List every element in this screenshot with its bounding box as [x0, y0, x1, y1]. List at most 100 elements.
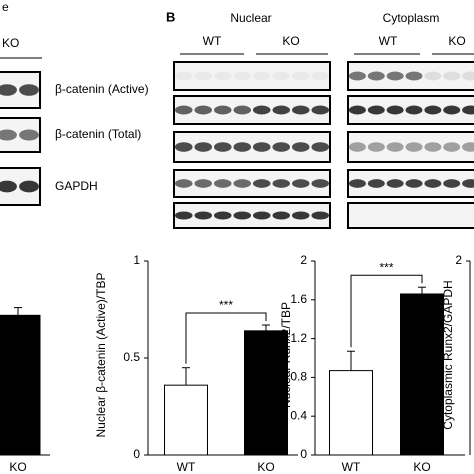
blot-label: β-catenin (Active)	[55, 82, 149, 96]
band	[272, 179, 291, 188]
band	[386, 179, 404, 188]
figure-labels: e KO β-catenin (Active) β-catenin (Total…	[0, 0, 474, 193]
band	[252, 211, 271, 220]
band	[272, 211, 291, 220]
band	[348, 142, 366, 152]
band	[462, 71, 474, 81]
band	[233, 179, 252, 188]
band	[291, 105, 310, 115]
y-tick-label: 0.4	[290, 408, 307, 422]
x-tick-label: KO	[257, 460, 274, 474]
band	[0, 180, 17, 193]
group-label: WT	[203, 34, 222, 48]
band	[348, 105, 366, 115]
bar	[329, 370, 373, 456]
band	[405, 142, 423, 152]
band	[311, 71, 330, 81]
band	[233, 71, 252, 81]
band	[367, 142, 385, 152]
blot	[347, 202, 474, 229]
band	[405, 179, 423, 188]
band	[194, 211, 213, 220]
band	[386, 105, 404, 115]
compartment-label: Nuclear	[230, 11, 271, 25]
band	[194, 105, 213, 115]
blot-label: GAPDH	[55, 179, 98, 193]
significance-bracket	[185, 312, 267, 364]
band	[443, 71, 461, 81]
band	[291, 71, 310, 81]
y-tick-label: 1.6	[290, 292, 307, 306]
band	[311, 105, 330, 115]
band	[367, 105, 385, 115]
x-tick-label: WT	[342, 460, 361, 474]
panel-label: B	[166, 9, 175, 24]
band	[233, 105, 252, 115]
y-tick-label: 0.5	[123, 350, 140, 364]
band	[252, 142, 271, 152]
group-label: WT	[379, 34, 398, 48]
band	[424, 105, 442, 115]
band	[311, 179, 330, 188]
y-axis-label: Nuclear β-catenin (Active)/TBP	[94, 273, 108, 438]
band	[462, 105, 474, 115]
band	[174, 142, 193, 152]
band	[252, 179, 271, 188]
band	[174, 211, 193, 220]
band	[272, 71, 291, 81]
band	[291, 179, 310, 188]
bar	[244, 330, 288, 456]
y-tick-label: 2	[300, 253, 307, 267]
band	[443, 105, 461, 115]
group-label: KO	[2, 36, 19, 50]
y-tick-label: 0	[300, 447, 307, 461]
band	[19, 84, 39, 96]
bar	[0, 314, 41, 456]
band	[174, 71, 193, 81]
band	[272, 105, 291, 115]
significance: ***	[379, 260, 393, 274]
band	[252, 71, 271, 81]
band	[386, 71, 404, 81]
y-axis-label: Cytoplasmic Runx2/GAPDH	[441, 280, 455, 429]
x-tick-label: KO	[9, 460, 26, 474]
x-tick-label: WT	[177, 460, 196, 474]
band	[19, 129, 39, 141]
group-label: KO	[448, 34, 465, 48]
bar	[400, 293, 444, 456]
band	[424, 142, 442, 152]
band	[19, 180, 39, 193]
band	[367, 71, 385, 81]
band	[194, 71, 213, 81]
band	[0, 84, 17, 96]
panel-fragment: e	[2, 0, 9, 14]
band	[213, 142, 232, 152]
band	[213, 211, 232, 220]
band	[291, 211, 310, 220]
band	[213, 179, 232, 188]
blot-label: β-catenin (Total)	[55, 127, 141, 141]
band	[462, 142, 474, 152]
band	[367, 179, 385, 188]
band	[0, 129, 17, 141]
band	[405, 105, 423, 115]
significance: ***	[219, 298, 233, 312]
y-tick-label: 2	[455, 253, 462, 267]
band	[194, 179, 213, 188]
blot	[347, 131, 474, 163]
band	[386, 142, 404, 152]
band	[213, 71, 232, 81]
band	[233, 142, 252, 152]
y-tick-label: 1.2	[290, 331, 307, 345]
band	[194, 142, 213, 152]
band	[174, 105, 193, 115]
band	[348, 71, 366, 81]
y-tick-label: 0.8	[290, 370, 307, 384]
band	[348, 179, 366, 188]
band	[252, 105, 271, 115]
band	[272, 142, 291, 152]
band	[311, 142, 330, 152]
y-tick-label: 1	[133, 253, 140, 267]
group-label: KO	[282, 34, 299, 48]
